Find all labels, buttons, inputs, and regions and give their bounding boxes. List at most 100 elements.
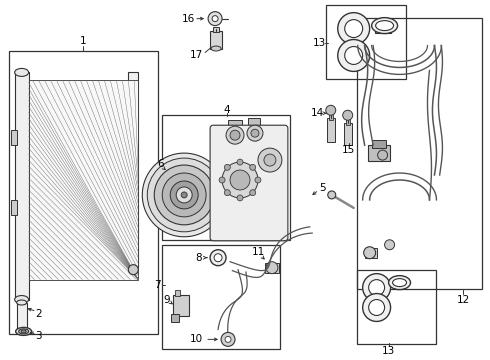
Bar (9, 50, 158, 334)
Circle shape (222, 162, 258, 198)
Bar (162, 115, 290, 240)
Text: 13: 13 (313, 37, 326, 48)
Bar (128, 72, 138, 267)
Circle shape (368, 300, 385, 315)
Circle shape (176, 187, 192, 203)
Text: 17: 17 (190, 50, 203, 60)
Circle shape (224, 190, 230, 196)
Ellipse shape (15, 68, 28, 76)
Ellipse shape (19, 329, 28, 334)
Circle shape (212, 15, 218, 22)
Circle shape (328, 191, 336, 199)
Bar (248, 118, 260, 134)
Circle shape (214, 254, 222, 262)
Bar (175, 289, 180, 296)
Circle shape (363, 293, 391, 321)
Circle shape (343, 110, 353, 120)
Ellipse shape (389, 276, 411, 289)
Circle shape (258, 148, 282, 172)
Bar (357, 18, 482, 289)
Ellipse shape (17, 300, 26, 305)
Circle shape (247, 125, 263, 141)
Circle shape (326, 105, 336, 115)
Ellipse shape (17, 330, 26, 335)
Bar (171, 315, 179, 323)
Ellipse shape (15, 296, 28, 303)
Ellipse shape (376, 21, 393, 31)
Circle shape (221, 332, 235, 346)
Circle shape (128, 265, 138, 275)
Text: 2: 2 (35, 310, 42, 319)
Bar (327, 118, 335, 142)
Ellipse shape (371, 18, 397, 33)
Bar (326, 5, 406, 80)
Text: 1: 1 (80, 36, 87, 46)
Circle shape (162, 173, 206, 217)
Text: 4: 4 (224, 105, 230, 115)
Circle shape (219, 177, 225, 183)
Circle shape (225, 336, 231, 342)
Circle shape (338, 40, 369, 71)
Text: 6: 6 (157, 159, 164, 169)
Circle shape (345, 20, 363, 37)
Circle shape (237, 159, 243, 165)
Ellipse shape (392, 279, 407, 287)
Bar (11, 130, 17, 145)
Circle shape (251, 129, 259, 137)
Text: 12: 12 (457, 294, 470, 305)
Bar (17, 302, 26, 332)
Ellipse shape (21, 330, 26, 333)
Bar (368, 145, 390, 161)
Circle shape (250, 190, 256, 196)
Text: 11: 11 (251, 247, 265, 257)
Circle shape (230, 170, 250, 190)
Circle shape (385, 240, 394, 250)
Bar (379, 19, 387, 24)
Circle shape (210, 250, 226, 266)
Bar (228, 120, 242, 136)
Bar (162, 245, 280, 349)
Text: 3: 3 (35, 332, 42, 341)
Circle shape (250, 164, 256, 170)
Circle shape (364, 247, 376, 259)
Ellipse shape (16, 328, 32, 336)
Circle shape (181, 192, 187, 198)
Bar (343, 123, 352, 145)
Bar (28, 80, 138, 280)
Bar (210, 31, 222, 49)
Bar (346, 119, 350, 125)
Text: 8: 8 (195, 253, 201, 263)
Circle shape (255, 177, 261, 183)
Circle shape (338, 13, 369, 45)
Text: 9: 9 (163, 294, 170, 305)
Text: 10: 10 (190, 334, 203, 345)
Circle shape (368, 280, 385, 296)
Text: 7: 7 (154, 280, 161, 289)
Text: 5: 5 (319, 183, 326, 193)
Circle shape (266, 262, 278, 274)
Bar (371, 140, 386, 148)
Bar (365, 248, 377, 258)
Text: 15: 15 (342, 145, 355, 155)
Text: 16: 16 (181, 14, 195, 24)
Bar (375, 23, 391, 32)
Bar (15, 72, 28, 300)
Bar (11, 200, 17, 215)
Text: 14: 14 (311, 108, 324, 118)
Circle shape (208, 12, 222, 26)
Circle shape (345, 46, 363, 64)
Circle shape (224, 164, 230, 170)
Circle shape (142, 153, 226, 237)
Bar (173, 294, 189, 316)
Bar (265, 263, 279, 273)
Circle shape (147, 158, 221, 232)
Text: 13: 13 (382, 346, 395, 356)
Bar (329, 114, 333, 120)
Circle shape (230, 130, 240, 140)
Circle shape (226, 126, 244, 144)
Circle shape (170, 181, 198, 209)
Circle shape (154, 165, 214, 225)
Bar (213, 27, 219, 32)
Bar (357, 270, 437, 345)
Ellipse shape (211, 46, 221, 51)
